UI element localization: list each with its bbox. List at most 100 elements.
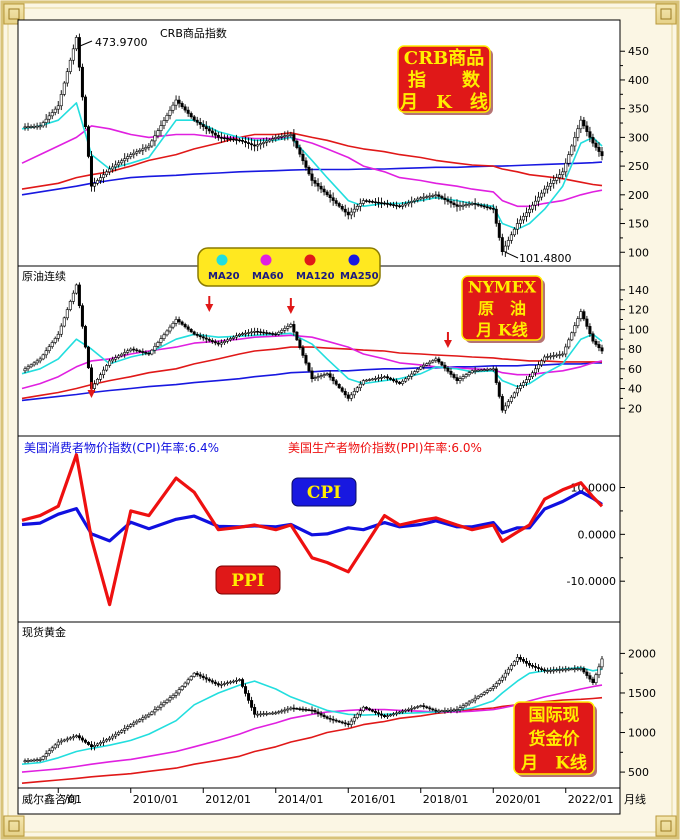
candle-body xyxy=(262,331,266,334)
candle-body xyxy=(458,205,462,208)
candle-body xyxy=(96,180,100,184)
candle-body xyxy=(310,709,314,712)
candle-body xyxy=(108,737,112,740)
candle-body xyxy=(74,735,78,738)
ma20-series-line xyxy=(21,102,603,231)
candle-body xyxy=(219,342,223,345)
candle-body xyxy=(96,743,100,746)
y-tick-label: 100 xyxy=(628,246,649,259)
candle-body xyxy=(515,657,519,662)
candle-body xyxy=(177,319,181,323)
candle-body xyxy=(358,203,362,207)
candle-body xyxy=(355,713,359,718)
candle-body xyxy=(222,341,226,344)
candle-body xyxy=(26,366,30,370)
candle-body xyxy=(500,237,504,252)
candle-body xyxy=(524,212,528,217)
crb-low-label: 101.4800 xyxy=(519,252,572,265)
ma60-series-line xyxy=(21,334,603,390)
candle-body xyxy=(59,740,63,743)
candle-body xyxy=(207,338,211,341)
candle-body xyxy=(431,360,435,363)
candle-body xyxy=(168,109,172,116)
candle-body xyxy=(62,317,66,327)
candle-body xyxy=(422,364,426,368)
candle-body xyxy=(183,324,187,328)
candle-body xyxy=(425,706,429,709)
candle-body xyxy=(168,326,172,332)
candle-body xyxy=(549,669,553,672)
candle-body xyxy=(413,371,417,375)
candle-body xyxy=(398,381,402,384)
candle-body xyxy=(286,134,290,137)
candle-body xyxy=(470,699,474,703)
candle-body xyxy=(123,352,127,355)
candle-body xyxy=(313,377,317,379)
candle-body xyxy=(162,120,166,126)
candle-body xyxy=(534,200,538,206)
candle-body xyxy=(117,732,121,735)
candle-body xyxy=(120,730,124,733)
crb-badge-text: 指 数 xyxy=(408,69,481,91)
candle-body xyxy=(174,692,178,696)
candle-body xyxy=(518,219,522,224)
candle-body xyxy=(86,742,90,745)
candle-body xyxy=(582,311,586,320)
candle-body xyxy=(404,378,408,382)
candle-body xyxy=(301,347,305,356)
candle-body xyxy=(379,202,383,204)
candle-body xyxy=(129,154,133,157)
candle-body xyxy=(334,380,338,385)
candle-body xyxy=(404,709,408,712)
y-tick-label: 80 xyxy=(628,343,642,356)
candle-body xyxy=(102,740,106,743)
candle-body xyxy=(591,678,595,683)
y-tick-label: -10.0000 xyxy=(567,575,616,588)
candle-body xyxy=(386,376,390,379)
candle-body xyxy=(434,709,438,712)
candle-body xyxy=(521,382,525,386)
candle-body xyxy=(386,715,390,718)
candle-body xyxy=(105,365,109,371)
ma120-series-line xyxy=(21,346,602,400)
candle-body xyxy=(506,668,510,674)
candle-body xyxy=(579,668,583,670)
candle-body xyxy=(198,335,202,338)
candle-body xyxy=(268,712,272,715)
candle-body xyxy=(355,387,359,392)
cpi-tag-box xyxy=(291,477,357,507)
candle-body xyxy=(292,134,296,142)
candle-body xyxy=(419,705,423,707)
candle-body xyxy=(506,240,510,247)
candle-body xyxy=(301,708,305,711)
candle-body xyxy=(38,358,42,362)
candle-body xyxy=(259,713,263,716)
candle-body xyxy=(89,744,93,748)
candle-body xyxy=(452,374,456,378)
candle-body xyxy=(425,196,429,198)
candle-body xyxy=(582,119,586,127)
candle-body xyxy=(195,119,199,123)
candle-body xyxy=(340,206,344,210)
candle-body xyxy=(479,369,483,372)
candle-body xyxy=(256,713,260,716)
candle-body xyxy=(428,361,432,364)
corner-ornament-bottom-left xyxy=(3,815,25,837)
candle-body xyxy=(313,180,317,184)
candle-body xyxy=(310,173,314,181)
gold-badge-text: 国际现 xyxy=(529,705,580,725)
candle-body xyxy=(573,325,577,334)
candle-body xyxy=(367,708,371,711)
candle-body xyxy=(434,194,438,197)
candle-body xyxy=(416,368,420,372)
candle-body xyxy=(594,142,598,148)
candle-body xyxy=(156,130,160,137)
candle-body xyxy=(219,137,223,139)
candle-body xyxy=(392,713,396,716)
candle-body xyxy=(180,686,184,690)
candle-body xyxy=(497,223,501,238)
corner-ornament-top-right xyxy=(655,3,677,25)
y-tick-label: 150 xyxy=(628,218,649,231)
candle-body xyxy=(250,143,254,146)
